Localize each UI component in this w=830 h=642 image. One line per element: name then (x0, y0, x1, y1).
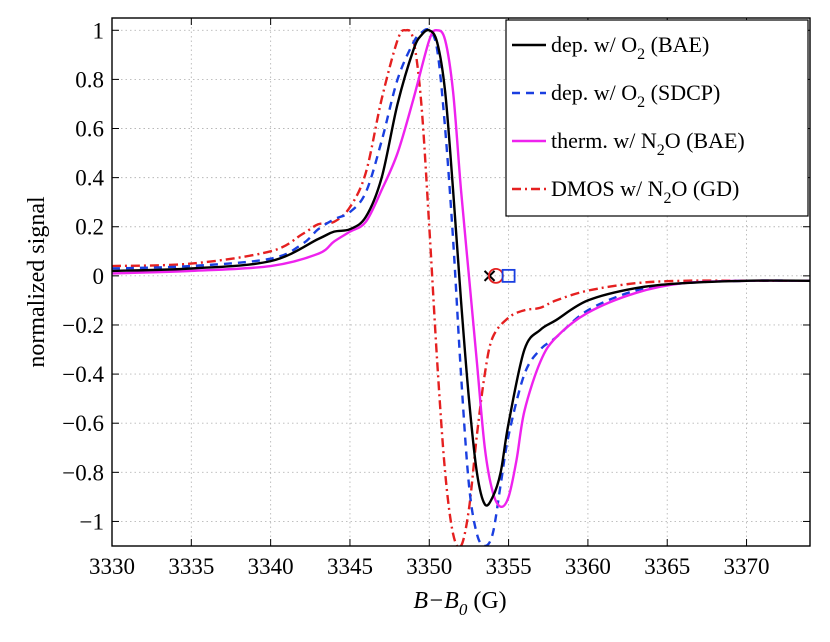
marker-layer (483, 267, 516, 284)
series-line-3 (112, 29, 810, 509)
legend: dep. w/ O2 (BAE) dep. w/ O2 (SDCP) therm. … (505, 19, 809, 217)
x-tick-label: 3355 (486, 554, 532, 579)
x-tick-label: 3335 (168, 554, 214, 579)
legend-label-2: dep. w/ O2 (SDCP) (551, 80, 720, 111)
x-axis-label-main: B−B (413, 588, 459, 614)
y-tick-label: 1 (93, 18, 105, 43)
x-tick-label: 3345 (327, 554, 373, 579)
x-axis-ticks: 3330 3335 3340 3345 3350 3355 3360 3365 3370 (89, 18, 770, 579)
x-axis-label-unit: (G) (467, 588, 506, 614)
y-tick-label: −0.2 (62, 313, 104, 338)
y-axis-label: normalized signal (24, 196, 50, 368)
x-tick-label: 3370 (724, 554, 770, 579)
x-tick-label: 3365 (644, 554, 690, 579)
x-axis-label: B−B0 (G) (413, 588, 506, 619)
series-line-4 (112, 28, 810, 546)
y-tick-label: −0.6 (62, 411, 104, 436)
y-tick-label: 0.8 (75, 67, 104, 92)
legend-label-1: dep. w/ O2 (BAE) (551, 32, 709, 63)
y-tick-label: 0.6 (75, 117, 104, 142)
x-tick-label: 3330 (89, 554, 135, 579)
legend-box (505, 19, 809, 217)
y-axis-ticks: −1 −0.8 −0.6 −0.4 −0.2 0 0.2 0.4 0.6 0.8 1 (62, 18, 810, 534)
legend-label-4: DMOS w/ N2O (GD) (551, 176, 739, 207)
plot-frame (111, 17, 811, 547)
y-tick-label: 0 (93, 264, 105, 289)
x-tick-label: 3350 (406, 554, 452, 579)
y-tick-label: −1 (80, 509, 104, 534)
x-axis-label-sub: 0 (459, 600, 468, 619)
legend-label-3: therm. w/ N2O (BAE) (551, 128, 745, 159)
square-marker (501, 268, 516, 283)
series-line-1 (112, 28, 810, 507)
x-tick-label: 3360 (565, 554, 611, 579)
y-tick-label: −0.8 (62, 460, 104, 485)
y-tick-label: 0.4 (75, 166, 104, 191)
y-tick-label: 0.2 (75, 215, 104, 240)
x-tick-label: 3340 (248, 554, 294, 579)
series-layer (112, 27, 810, 546)
y-tick-label: −0.4 (62, 362, 104, 387)
